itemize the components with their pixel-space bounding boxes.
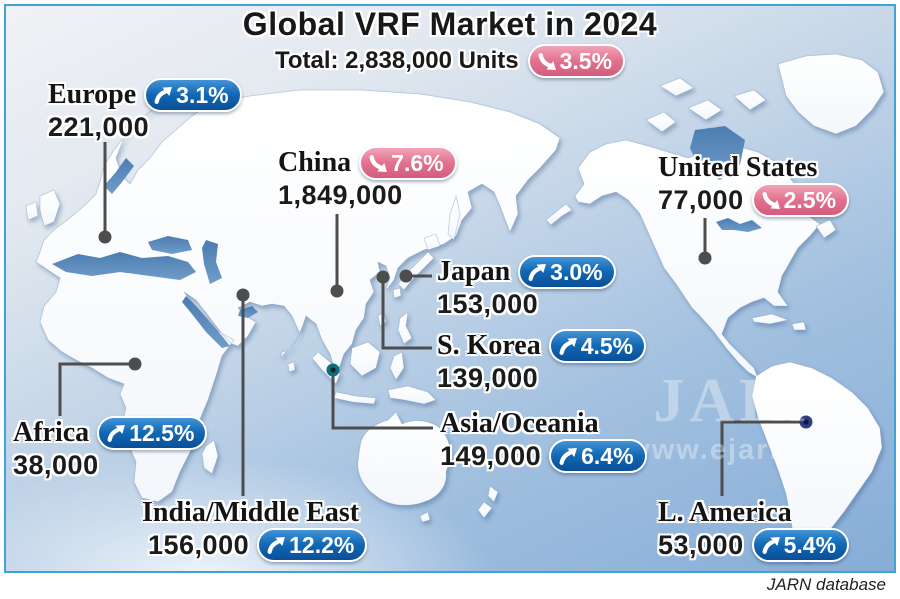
up-arrow-icon: [154, 86, 173, 104]
region-europe: Europe 3.1% 221,000: [48, 78, 242, 143]
decline-badge: 7.6%: [359, 146, 457, 180]
total-change-badge: 3.5%: [527, 44, 626, 78]
decline-value: 2.5%: [783, 186, 837, 213]
region-l-america: L. America 53,000 5.4%: [658, 497, 850, 562]
growth-badge: 6.4%: [549, 439, 647, 473]
down-arrow-icon: [538, 52, 556, 70]
region-units: 221,000: [48, 111, 150, 142]
region-units: 38,000: [13, 449, 99, 480]
region-name: S. Korea: [437, 330, 541, 361]
page-title: Global VRF Market in 2024: [242, 6, 658, 42]
growth-value: 4.5%: [580, 332, 634, 359]
growth-value: 3.0%: [550, 258, 603, 285]
decline-value: 7.6%: [391, 149, 444, 176]
region-name: Europe: [48, 79, 137, 110]
growth-badge: 4.5%: [548, 329, 647, 363]
region-china: China 7.6% 1,849,000: [278, 146, 457, 211]
total-units-label: Total: 2,838,000 Units: [274, 47, 519, 74]
up-arrow-icon: [559, 337, 577, 355]
region-india-middle-east: India/Middle East 156,000 12.2%: [142, 497, 368, 562]
source-caption: JARN database: [766, 575, 886, 594]
down-arrow-icon: [762, 191, 780, 209]
growth-value: 6.4%: [581, 442, 634, 469]
region-units: 149,000: [440, 440, 542, 471]
region-units: 156,000: [148, 529, 250, 560]
region-units: 77,000: [658, 184, 744, 215]
region-asia-oceania: Asia/Oceania 149,000 6.4%: [440, 408, 647, 473]
region-units: 53,000: [658, 529, 744, 560]
region-africa: Africa 12.5% 38,000: [13, 416, 208, 481]
region-name: China: [278, 147, 352, 178]
region-name: United States: [658, 152, 818, 183]
down-arrow-icon: [369, 154, 388, 172]
region-united-states: United States 77,000 2.5%: [658, 152, 850, 217]
decline-badge: 2.5%: [751, 183, 850, 217]
growth-badge: 12.5%: [97, 416, 208, 450]
region-name: India/Middle East: [142, 497, 360, 528]
growth-value: 12.5%: [129, 419, 195, 446]
region-units: 153,000: [437, 288, 539, 319]
region-name: Japan: [437, 256, 511, 287]
region-units: 139,000: [437, 362, 539, 393]
up-arrow-icon: [107, 424, 126, 442]
up-arrow-icon: [559, 447, 578, 465]
growth-value: 5.4%: [783, 531, 837, 558]
growth-value: 12.2%: [289, 531, 355, 558]
region-name: Africa: [13, 417, 90, 448]
growth-badge: 3.1%: [144, 78, 242, 112]
region-s-korea: S. Korea 4.5% 139,000: [437, 329, 647, 394]
region-name: L. America: [658, 497, 792, 528]
region-name: Asia/Oceania: [440, 408, 599, 439]
growth-badge: 12.2%: [257, 528, 368, 562]
up-arrow-icon: [528, 263, 547, 281]
region-japan: Japan 3.0% 153,000: [437, 255, 616, 320]
growth-badge: 3.0%: [518, 255, 616, 289]
subtitle: Total: 2,838,000 Units 3.5%: [0, 44, 900, 78]
region-units: 1,849,000: [278, 179, 403, 210]
growth-value: 3.1%: [176, 81, 229, 108]
total-change-value: 3.5%: [559, 47, 613, 74]
up-arrow-icon: [267, 536, 286, 554]
up-arrow-icon: [762, 536, 780, 554]
growth-badge: 5.4%: [751, 528, 850, 562]
